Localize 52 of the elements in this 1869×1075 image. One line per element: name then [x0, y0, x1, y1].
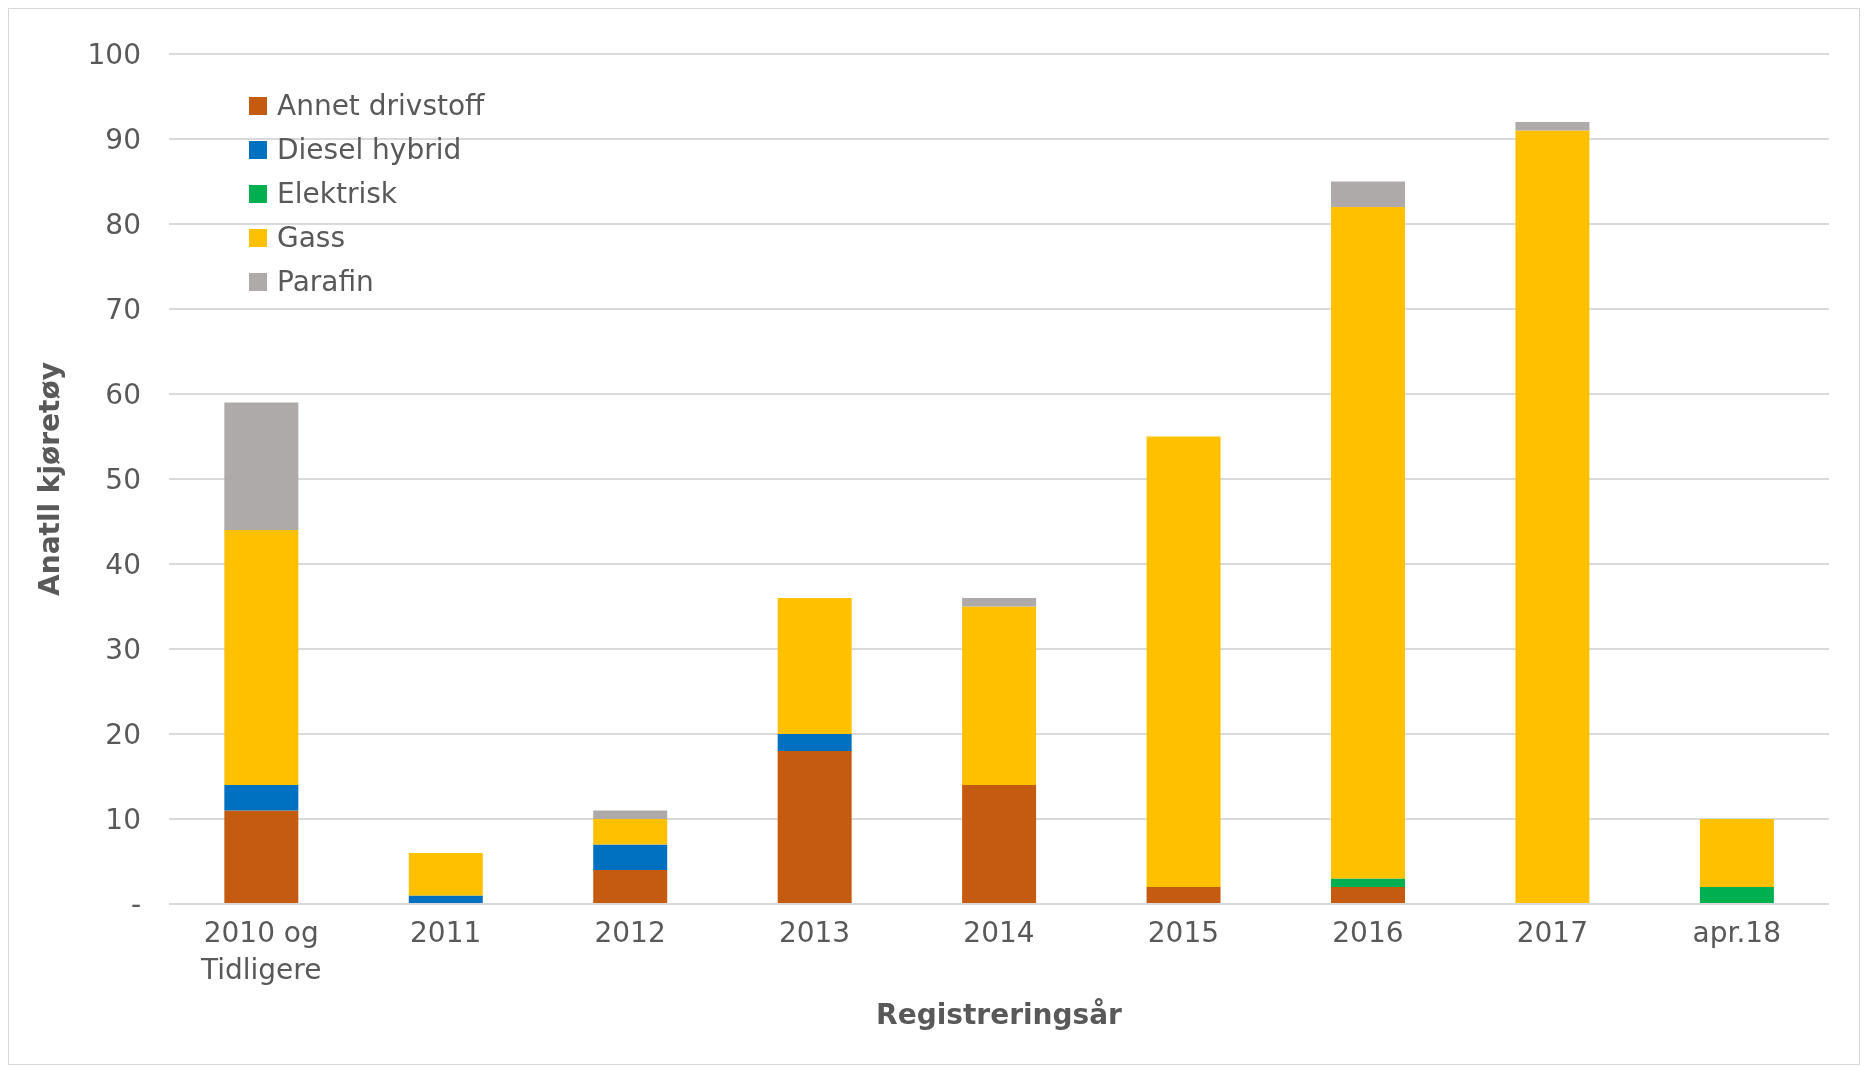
y-tick-label: 100 [87, 37, 141, 71]
bar [1515, 122, 1590, 131]
bar [777, 598, 852, 734]
y-tick-label: 40 [105, 547, 141, 581]
bar [1331, 207, 1405, 879]
bar [1699, 819, 1774, 887]
x-tick-label: 2015 [1147, 916, 1220, 949]
x-tick-label: 2017 [1516, 916, 1588, 949]
bar [224, 785, 299, 811]
bar [777, 734, 852, 751]
bar [224, 530, 299, 785]
bar [224, 402, 299, 530]
x-tick-label: 2011 [410, 916, 482, 949]
bar [1146, 887, 1221, 904]
x-tick-label: 2016 [1332, 916, 1404, 949]
bar [224, 810, 299, 904]
legend-label: Parafin [277, 264, 374, 300]
bar [593, 844, 668, 870]
x-tick-label: 2013 [778, 916, 851, 949]
x-axis-title: Registreringsår [876, 998, 1123, 1031]
bar [1331, 887, 1405, 904]
y-tick-label: 30 [105, 632, 141, 666]
x-tick-label: 2014 [963, 916, 1035, 949]
legend-label: Diesel hybrid [277, 132, 462, 168]
bar [593, 870, 668, 904]
x-tick-label: 2010 og Tidligere [199, 916, 322, 986]
legend-label: Annet drivstoff [277, 88, 485, 124]
bar [593, 819, 668, 845]
legend-label: Gass [277, 220, 346, 256]
bar [1331, 181, 1405, 207]
bar [962, 598, 1037, 607]
bar [1331, 878, 1405, 887]
x-tick-label: apr.18 [1692, 916, 1781, 949]
y-axis-title: Anatll kjøretøy [32, 362, 66, 596]
bar [777, 751, 852, 904]
y-tick-label: 50 [105, 462, 141, 496]
y-tick-label: 70 [105, 292, 141, 326]
y-tick-label: 10 [105, 802, 141, 836]
bar [593, 810, 668, 819]
bar [408, 853, 483, 896]
y-tick-label: 60 [105, 377, 141, 411]
bar [1699, 887, 1774, 904]
y-tick-label: - [130, 887, 141, 921]
bar [962, 606, 1037, 785]
bar [1515, 130, 1590, 904]
y-tick-label: 80 [105, 207, 141, 241]
y-tick-label: 20 [105, 717, 141, 751]
bar [962, 785, 1037, 904]
y-tick-label: 90 [105, 122, 141, 156]
legend-label: Elektrisk [277, 176, 397, 212]
x-tick-label: 2012 [594, 916, 666, 949]
bar [1146, 436, 1221, 887]
